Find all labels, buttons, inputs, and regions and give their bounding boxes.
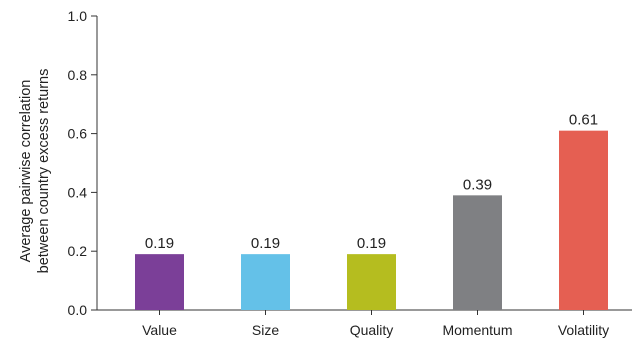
y-axis-title: Average pairwise correlation between cou… <box>18 69 52 274</box>
bar-size <box>241 254 290 310</box>
y-tick-label: 0.8 <box>68 67 88 83</box>
y-tick-label: 0.2 <box>68 243 88 259</box>
bar-volatility <box>559 130 608 310</box>
data-label-momentum: 0.39 <box>463 176 492 193</box>
data-label-size: 0.19 <box>251 235 280 252</box>
category-label-value: Value <box>142 322 177 338</box>
y-tick-label: 0.6 <box>68 126 88 142</box>
y-axis-title-line-2: between country excess returns <box>36 69 52 274</box>
category-labels: Value Size Quality Momentum Volatility <box>142 322 609 338</box>
category-label-volatility: Volatility <box>558 322 609 338</box>
bars <box>135 130 608 310</box>
data-label-quality: 0.19 <box>357 235 386 252</box>
y-tick-label: 0.4 <box>68 184 88 200</box>
bar-quality <box>347 254 396 310</box>
category-label-size: Size <box>252 322 279 338</box>
data-label-value: 0.19 <box>145 235 174 252</box>
y-tick-label: 1.0 <box>68 8 88 24</box>
x-axis <box>97 309 632 315</box>
y-axis-title-line-1: Average pairwise correlation <box>18 80 34 263</box>
category-label-quality: Quality <box>350 322 394 338</box>
y-axis: 0.0 0.2 0.4 0.6 0.8 1.0 <box>68 8 98 318</box>
y-tick-label: 0.0 <box>68 302 88 318</box>
data-label-volatility: 0.61 <box>569 112 598 129</box>
data-labels: 0.19 0.19 0.19 0.39 0.61 <box>145 112 598 252</box>
category-label-momentum: Momentum <box>442 322 512 338</box>
bar-momentum <box>453 195 502 310</box>
bar-value <box>135 254 184 310</box>
